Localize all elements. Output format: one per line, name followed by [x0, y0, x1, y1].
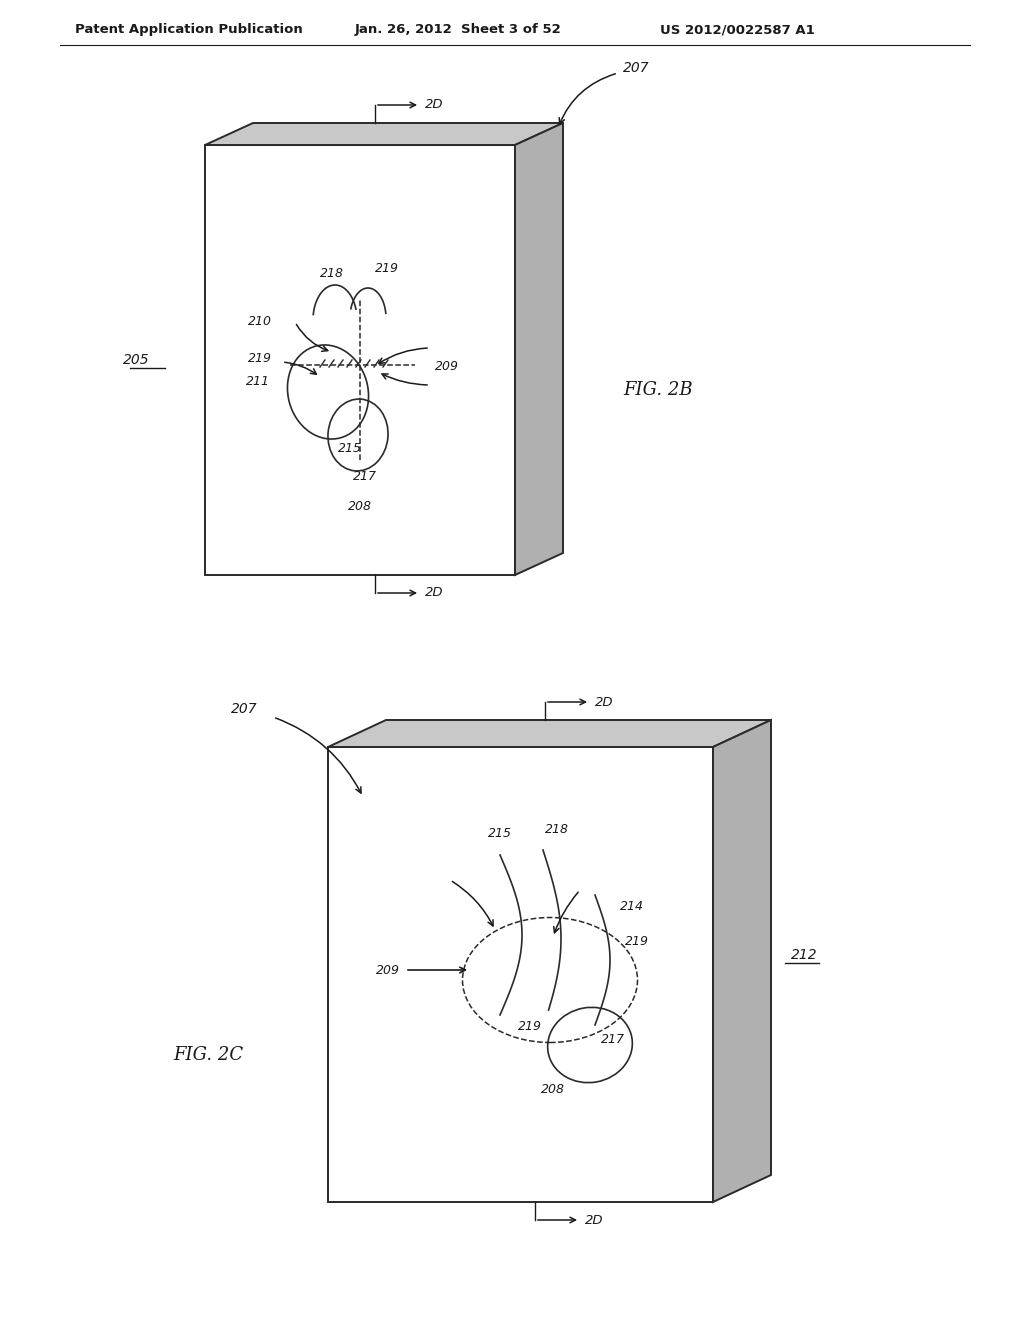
Text: 217: 217 — [601, 1034, 625, 1045]
Text: FIG. 2B: FIG. 2B — [623, 381, 692, 399]
Polygon shape — [205, 123, 563, 145]
Text: 205: 205 — [123, 352, 150, 367]
Text: 212: 212 — [791, 948, 817, 962]
Text: 214: 214 — [620, 900, 644, 913]
Polygon shape — [713, 719, 771, 1203]
Polygon shape — [205, 145, 515, 576]
Text: 219: 219 — [518, 1020, 542, 1034]
Text: 215: 215 — [488, 828, 512, 840]
Text: 208: 208 — [348, 500, 372, 513]
Text: 217: 217 — [353, 470, 377, 483]
Text: 219: 219 — [375, 261, 399, 275]
Text: 207: 207 — [623, 61, 649, 75]
Text: 210: 210 — [248, 315, 272, 327]
Polygon shape — [328, 719, 771, 747]
Text: 2D: 2D — [425, 586, 443, 599]
Text: 209: 209 — [435, 359, 459, 372]
Text: US 2012/0022587 A1: US 2012/0022587 A1 — [660, 24, 815, 37]
Text: 2D: 2D — [585, 1213, 603, 1226]
Text: Jan. 26, 2012  Sheet 3 of 52: Jan. 26, 2012 Sheet 3 of 52 — [355, 24, 562, 37]
Text: 211: 211 — [246, 375, 270, 388]
Text: 2D: 2D — [425, 99, 443, 111]
Text: 215: 215 — [338, 442, 362, 455]
Text: 218: 218 — [319, 267, 344, 280]
Text: FIG. 2C: FIG. 2C — [173, 1045, 243, 1064]
Text: 219: 219 — [248, 352, 272, 366]
Text: Patent Application Publication: Patent Application Publication — [75, 24, 303, 37]
Text: 2D: 2D — [595, 696, 613, 709]
Text: 207: 207 — [231, 702, 258, 715]
Polygon shape — [515, 123, 563, 576]
Text: 219: 219 — [625, 935, 649, 948]
Polygon shape — [328, 747, 713, 1203]
Text: 218: 218 — [545, 822, 569, 836]
Text: 209: 209 — [376, 964, 400, 977]
Text: 208: 208 — [541, 1082, 565, 1096]
